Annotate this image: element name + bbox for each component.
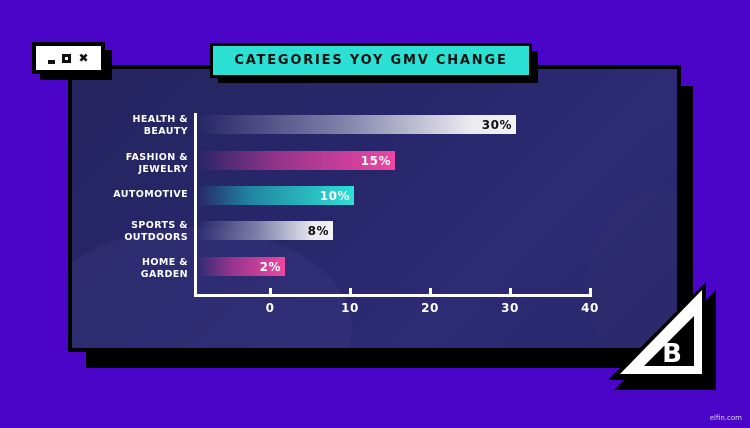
category-label-line: HEALTH & bbox=[132, 114, 188, 125]
x-tick bbox=[509, 288, 512, 296]
x-tick bbox=[589, 288, 592, 296]
category-label-health-beauty: HEALTH & BEAUTY bbox=[78, 114, 188, 138]
category-label-line: AUTOMOTIVE bbox=[113, 189, 188, 200]
window-controls: ✖ bbox=[32, 42, 105, 74]
bar-automotive: 10% bbox=[197, 186, 354, 205]
category-label-home-garden: HOME & GARDEN bbox=[78, 257, 188, 281]
logo-letter: B bbox=[662, 339, 682, 369]
chart-title-box: CATEGORIES YOY GMV CHANGE bbox=[210, 43, 532, 78]
chart-panel-inner bbox=[72, 69, 677, 348]
category-label-sports-outdoors: SPORTS & OUTDOORS bbox=[78, 220, 188, 244]
x-tick-label: 40 bbox=[581, 301, 599, 315]
category-label-line: JEWELRY bbox=[138, 164, 188, 175]
chart-title: CATEGORIES YOY GMV CHANGE bbox=[213, 46, 529, 75]
bar-value-label: 15% bbox=[360, 153, 391, 168]
x-axis bbox=[194, 294, 592, 297]
watermark: elfin.com bbox=[709, 414, 742, 422]
x-tick-label: 20 bbox=[421, 301, 439, 315]
y-axis bbox=[194, 113, 197, 297]
chart-panel bbox=[68, 65, 681, 352]
bar-value-label: 10% bbox=[319, 188, 350, 203]
bar-sports-outdoors: 8% bbox=[197, 221, 333, 240]
window-controls-inner: ✖ bbox=[36, 46, 101, 70]
x-tick bbox=[349, 288, 352, 296]
x-tick bbox=[429, 288, 432, 296]
bigcommerce-logo-icon: B bbox=[606, 280, 730, 392]
bar-home-garden: 2% bbox=[197, 257, 285, 276]
category-label-automotive: AUTOMOTIVE bbox=[78, 189, 188, 201]
x-tick bbox=[269, 288, 272, 296]
x-tick-label: 30 bbox=[501, 301, 519, 315]
category-label-line: GARDEN bbox=[140, 269, 188, 280]
maximize-icon[interactable] bbox=[62, 53, 72, 63]
bar-health-beauty: 30% bbox=[197, 115, 516, 134]
category-label-line: BEAUTY bbox=[143, 126, 188, 137]
minimize-icon[interactable] bbox=[48, 59, 56, 64]
bar-value-label: 30% bbox=[481, 117, 512, 132]
category-label-line: FASHION & bbox=[125, 152, 188, 163]
category-label-fashion-jewelry: FASHION & JEWELRY bbox=[78, 152, 188, 176]
x-tick-label: 0 bbox=[265, 301, 275, 315]
category-label-line: HOME & bbox=[142, 257, 188, 268]
category-label-line: SPORTS & bbox=[131, 220, 188, 231]
x-tick-label: 10 bbox=[341, 301, 359, 315]
bar-value-label: 2% bbox=[259, 259, 281, 274]
close-icon[interactable]: ✖ bbox=[78, 51, 89, 65]
bar-fashion-jewelry: 15% bbox=[197, 151, 395, 170]
category-label-line: OUTDOORS bbox=[124, 232, 188, 243]
bar-value-label: 8% bbox=[307, 223, 329, 238]
